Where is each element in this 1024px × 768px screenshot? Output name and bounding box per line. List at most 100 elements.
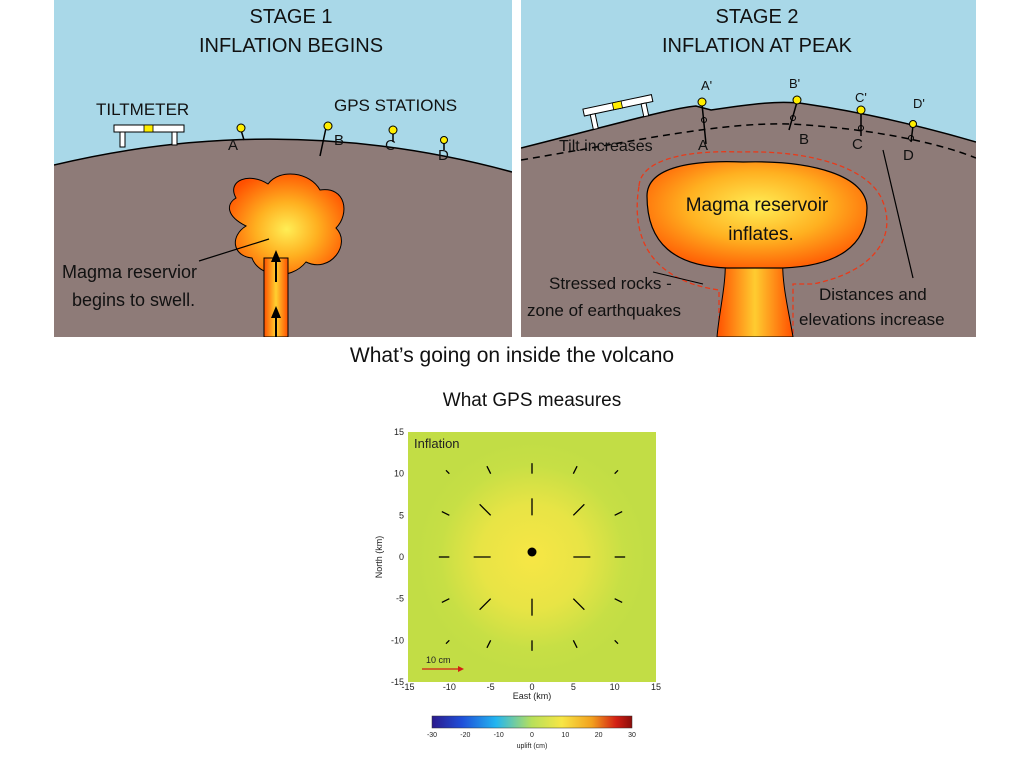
displacement-vectors xyxy=(438,463,626,651)
station-b-prime-label: B' xyxy=(789,76,800,91)
colorbar-tick-label: 20 xyxy=(595,732,603,739)
stage1-arrow-up-icon xyxy=(271,250,281,282)
colorbar-tick-label: 0 xyxy=(530,732,534,739)
stage2-gps-station-icon xyxy=(788,95,802,131)
stage1-station-d-label: D xyxy=(438,147,449,164)
x-axis-ticks: -15 -10 -5 0 5 10 15 xyxy=(401,682,661,692)
colorbar-tick-label: 10 xyxy=(561,732,569,739)
y-tick-label: -5 xyxy=(396,594,404,604)
displacement-vector xyxy=(614,598,623,603)
scale-label: 10 cm xyxy=(426,655,451,665)
stage1-station-a-label: A xyxy=(228,137,238,154)
x-axis-label: East (km) xyxy=(513,691,552,701)
displacement-vector xyxy=(479,503,492,516)
y-tick-label: 15 xyxy=(394,427,404,437)
distances-label-line2: elevations increase xyxy=(799,310,945,329)
x-tick-label: 15 xyxy=(651,682,661,692)
station-c-prime-label: C' xyxy=(855,90,867,105)
colorbar-tick-label: -30 xyxy=(427,732,437,739)
colorbar xyxy=(431,715,633,729)
x-tick-label: -15 xyxy=(401,682,414,692)
displacement-vector xyxy=(614,469,619,475)
y-tick-label: 0 xyxy=(399,552,404,562)
stage1-station-c-label: C xyxy=(385,137,396,154)
stage1-surface-line xyxy=(54,138,512,173)
stage2-gps-station-icon xyxy=(908,120,917,143)
x-tick-label: -10 xyxy=(443,682,456,692)
stage2-station-d-label: D xyxy=(903,147,914,164)
stage1-magma-label-line1: Magma reservior xyxy=(62,262,197,282)
stage1-magma-leader xyxy=(198,238,270,262)
stage2-magma-reservoir xyxy=(646,161,868,269)
tilt-increases-label: Tilt increases xyxy=(559,138,653,155)
source-center-dot xyxy=(527,547,537,557)
page-title: What’s going on inside the volcano xyxy=(349,344,675,367)
stage1-tiltmeter-icon xyxy=(113,124,185,148)
stressed-rocks-label-line2: zone of earthquakes xyxy=(527,301,681,320)
stage1-station-b-label: B xyxy=(334,132,344,149)
displacement-vector xyxy=(572,640,578,649)
y-tick-label: 5 xyxy=(399,510,404,520)
stage1-conduit xyxy=(263,257,289,337)
y-axis-label: North (km) xyxy=(374,536,384,579)
stage2-station-c-label: C xyxy=(852,136,863,153)
stage2-tiltmeter-icon xyxy=(582,94,654,131)
colorbar-tick-label: -10 xyxy=(494,732,504,739)
displacement-vector xyxy=(441,511,450,516)
stage2-conduit xyxy=(716,255,794,337)
displacement-vector xyxy=(572,465,578,474)
stage2-station-a-label: A xyxy=(698,137,708,154)
stress-zone-outline xyxy=(636,151,888,337)
stage2-gps-station-icon xyxy=(856,105,866,136)
stage2-original-surface-dashed xyxy=(521,123,976,161)
colorbar-tick-label: -20 xyxy=(460,732,470,739)
reservoir-label-line2: inflates. xyxy=(728,224,793,245)
stage1-title-line1: STAGE 1 xyxy=(250,6,333,28)
stage2-title-line1: STAGE 2 xyxy=(716,6,799,28)
stressed-rocks-leader xyxy=(652,271,704,285)
displacement-vector xyxy=(614,511,623,516)
colorbar-ticks: -30 -20 -10 0 10 20 30 xyxy=(427,732,636,739)
stage1-magma-reservoir xyxy=(228,173,345,275)
displacement-vector xyxy=(486,640,492,649)
station-d-prime-label: D' xyxy=(913,96,925,111)
distances-label-line1: Distances and xyxy=(819,285,927,304)
stage1-gps-station-icon xyxy=(236,123,246,141)
y-axis-ticks: 15 10 5 0 -5 -10 -15 xyxy=(391,427,404,687)
station-a-prime-label: A' xyxy=(701,78,712,93)
x-tick-label: -5 xyxy=(487,682,495,692)
uplift-center-glow xyxy=(417,442,647,672)
displacement-vector xyxy=(445,639,450,645)
stage2-panel: STAGE 2 INFLATION AT PEAK A' B' C' D' A … xyxy=(521,0,976,337)
displacement-vector xyxy=(445,469,450,475)
y-tick-label: 10 xyxy=(394,469,404,479)
displacement-vector xyxy=(441,598,450,603)
colorbar-label: uplift (cm) xyxy=(517,743,548,750)
stressed-rocks-label-line1: Stressed rocks - xyxy=(549,274,672,293)
gps-vector-plot: Inflation 10 cm -15 -10 -5 0 5 10 15 151050-5-… xyxy=(374,427,661,750)
tiltmeter-label: TILTMETER xyxy=(96,100,189,119)
stage2-station-b-label: B xyxy=(799,131,809,148)
x-tick-label: 10 xyxy=(610,682,620,692)
stage1-gps-station-icon xyxy=(319,121,333,157)
stage2-gps-station-icon xyxy=(697,97,707,145)
stage2-title-line2: INFLATION AT PEAK xyxy=(662,35,853,57)
stage1-panel: STAGE 1 INFLATION BEGINS TILTMETER GPS S… xyxy=(54,0,512,337)
scale-arrow-head-icon xyxy=(458,666,464,672)
y-tick-label: -10 xyxy=(391,635,404,645)
stage1-title-line2: INFLATION BEGINS xyxy=(199,35,383,57)
stage1-gps-station-icon xyxy=(388,125,398,142)
stage1-gps-station-icon xyxy=(440,136,448,150)
displacement-vector xyxy=(614,639,619,645)
colorbar-tick-label: 30 xyxy=(628,732,636,739)
displacement-vector xyxy=(572,598,585,611)
displacement-vector xyxy=(486,465,492,474)
distances-leader xyxy=(882,149,914,279)
displacement-vector xyxy=(479,598,492,611)
stage1-arrow-up-icon xyxy=(271,306,281,337)
stage1-magma-label-line2: begins to swell. xyxy=(72,290,195,310)
gps-plot-title: What GPS measures xyxy=(442,390,622,411)
reservoir-label-line1: Magma reservoir xyxy=(686,195,829,216)
gps-stations-label: GPS STATIONS xyxy=(334,96,457,115)
x-tick-label: 5 xyxy=(571,682,576,692)
